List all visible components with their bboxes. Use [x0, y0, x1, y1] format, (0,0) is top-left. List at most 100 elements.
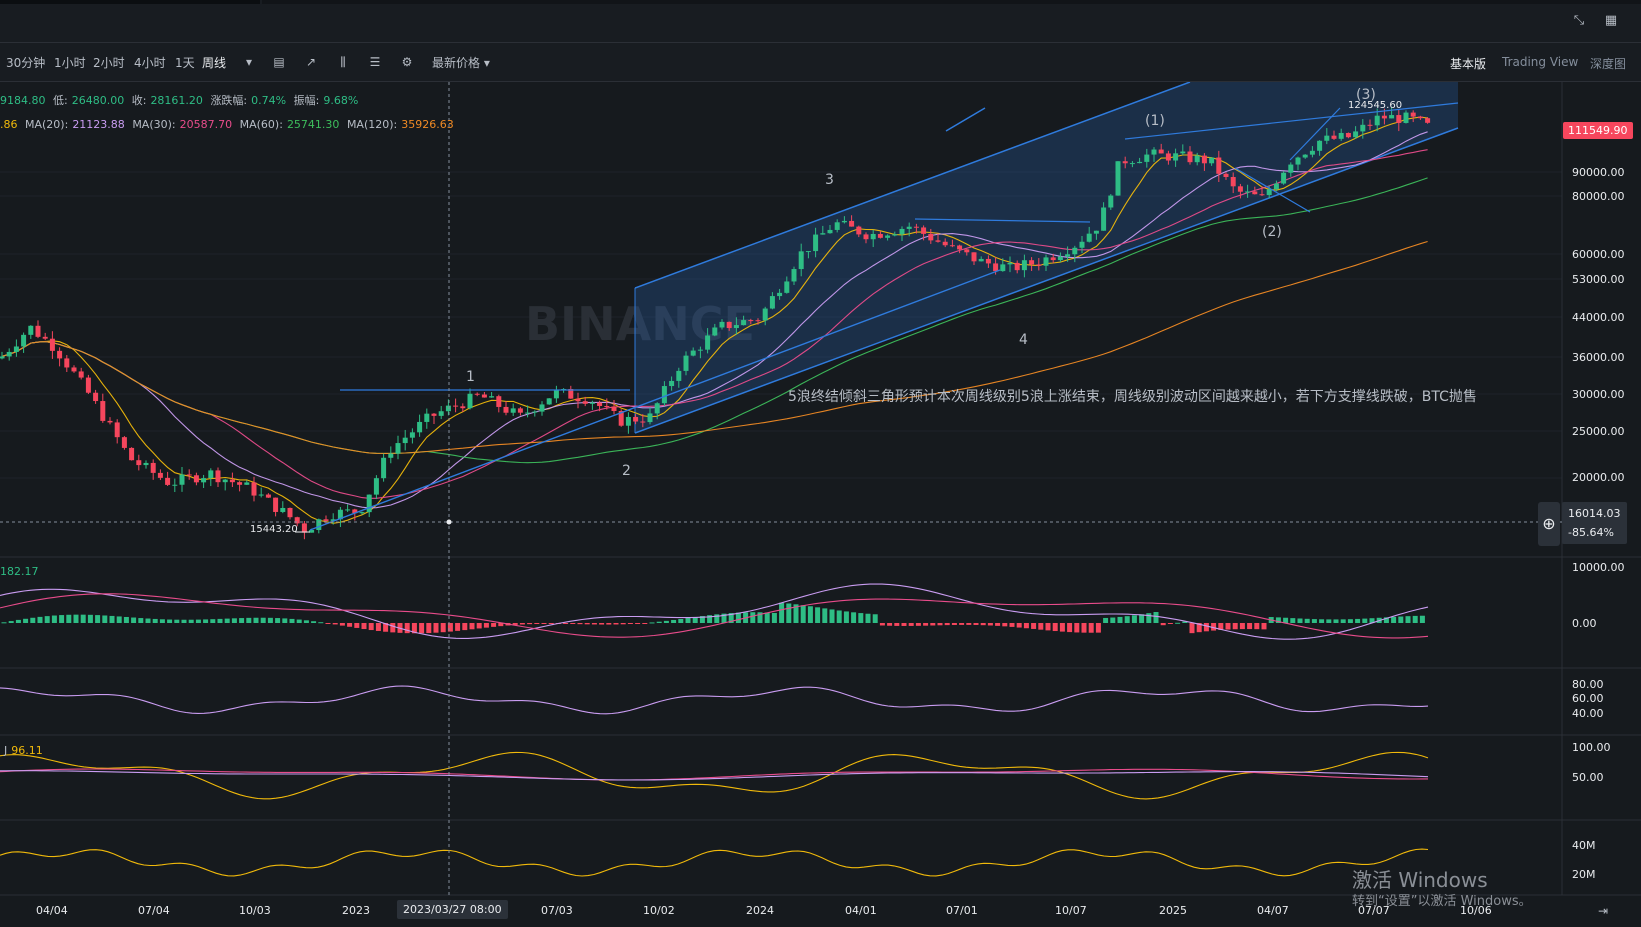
- candle-body: [1288, 164, 1294, 173]
- kdj-j-line: [0, 751, 1429, 800]
- windows-activation-subtitle: 转到“设置”以激活 Windows。: [1352, 894, 1532, 909]
- indicator-icon[interactable]: ↗: [305, 55, 317, 69]
- candle-body: [28, 325, 34, 335]
- candle-body: [143, 462, 149, 466]
- macd-bar: [800, 605, 806, 623]
- macd-bar: [174, 619, 180, 623]
- candle-body: [625, 416, 631, 426]
- candle-icon[interactable]: ⫼: [340, 55, 346, 69]
- macd-bar: [1412, 615, 1418, 623]
- tf-1h[interactable]: 1小时: [54, 56, 86, 70]
- candle-body: [222, 479, 228, 483]
- macd-bar: [1326, 619, 1332, 623]
- wave-label-p3: (3): [1356, 87, 1376, 103]
- macd-bar: [1023, 623, 1029, 629]
- macd-bar: [1131, 615, 1137, 623]
- ohlc-change: 0.74%: [251, 94, 287, 107]
- macd-bar: [275, 618, 281, 623]
- candle-body: [913, 226, 919, 228]
- candle-body: [1129, 163, 1135, 165]
- tf-30m[interactable]: 30分钟: [6, 56, 46, 70]
- candle-body: [337, 509, 343, 520]
- macd-bar: [368, 623, 374, 631]
- candle-body: [582, 401, 588, 404]
- price-type-select[interactable]: 最新价格 ▾: [432, 56, 490, 70]
- tf-4h[interactable]: 4小时: [134, 56, 166, 70]
- macd-bar: [1297, 618, 1303, 623]
- collapse-icon[interactable]: ⤡: [1573, 13, 1585, 28]
- macd-bar: [570, 623, 576, 624]
- candle-body: [301, 523, 307, 533]
- macd-bar: [807, 606, 813, 623]
- wave-label-1: 1: [466, 369, 475, 385]
- view-tradingview[interactable]: Trading View: [1502, 55, 1579, 69]
- trend-lines: [295, 102, 1459, 533]
- candle-body: [201, 478, 207, 483]
- view-depth[interactable]: 深度图: [1590, 57, 1627, 71]
- candle-body: [748, 320, 754, 322]
- macd-bar: [1009, 623, 1015, 627]
- time-tick: 04/07: [1257, 904, 1289, 917]
- macd-bar: [152, 618, 158, 623]
- macd-bar: [51, 615, 57, 623]
- macd-bar: [1160, 623, 1166, 626]
- macd-bar: [750, 612, 756, 623]
- ma-line: .86 MA(20): 21123.88 MA(30): 20587.70 MA(6…: [0, 118, 458, 131]
- tf-1w[interactable]: 周线: [202, 56, 227, 70]
- layout-icon[interactable]: ☰: [369, 55, 381, 69]
- candle-body: [474, 393, 480, 395]
- kdj-d-line: [0, 768, 1428, 781]
- candle-body: [251, 482, 257, 496]
- macd-bar: [1139, 614, 1145, 623]
- time-tick: 10/02: [643, 904, 675, 917]
- chevron-down-icon[interactable]: ▾: [245, 55, 253, 69]
- macd-bar: [289, 618, 295, 623]
- macd-bar: [606, 623, 612, 625]
- macd-bar: [656, 621, 662, 623]
- ma-line-20: [1, 131, 1428, 509]
- candle-body: [1367, 124, 1373, 126]
- candle-body: [985, 258, 991, 264]
- candle-body: [1389, 115, 1395, 119]
- candle-body: [1000, 264, 1006, 272]
- candle-body: [863, 234, 869, 240]
- macd-bar: [534, 623, 540, 624]
- candle-body: [1007, 262, 1013, 265]
- macd-bar: [815, 607, 821, 623]
- add-alert-button[interactable]: ⊕: [1538, 502, 1560, 546]
- time-tick: 07/07: [1358, 904, 1390, 917]
- macd-bar: [325, 623, 331, 624]
- candle-body: [107, 420, 113, 423]
- macd-bar: [440, 623, 446, 633]
- macd-bar: [620, 623, 626, 625]
- price-tick: 25000.00: [1572, 425, 1625, 438]
- view-basic[interactable]: 基本版: [1450, 57, 1487, 71]
- grid-icon[interactable]: ▦: [1604, 13, 1618, 28]
- macd-bar: [987, 623, 993, 626]
- candle-body: [1029, 260, 1035, 265]
- tf-2h[interactable]: 2小时: [93, 56, 125, 70]
- chart-type-icon[interactable]: ▤: [273, 55, 285, 69]
- candle-body: [93, 392, 99, 402]
- macd-bar: [699, 616, 705, 623]
- candle-body: [489, 396, 495, 398]
- candle-body: [323, 519, 329, 521]
- candle-body: [121, 437, 127, 448]
- candle-body: [273, 497, 279, 512]
- fit-axis-icon[interactable]: ⇥: [1597, 904, 1609, 918]
- candle-body: [1043, 257, 1049, 266]
- tf-1d[interactable]: 1天: [175, 56, 195, 70]
- macd-bar: [1088, 623, 1094, 633]
- macd-bar: [296, 619, 302, 623]
- macd-bar: [145, 618, 151, 623]
- macd-bar: [829, 609, 835, 623]
- ma-line-30: [1, 149, 1428, 499]
- candle-body: [1180, 151, 1186, 154]
- macd-bar: [447, 623, 453, 632]
- candle-body: [330, 519, 336, 521]
- gear-icon[interactable]: ⚙: [401, 55, 413, 69]
- macd-bar: [599, 623, 605, 625]
- candle-body: [669, 380, 675, 387]
- wave-label-3: 3: [825, 172, 834, 188]
